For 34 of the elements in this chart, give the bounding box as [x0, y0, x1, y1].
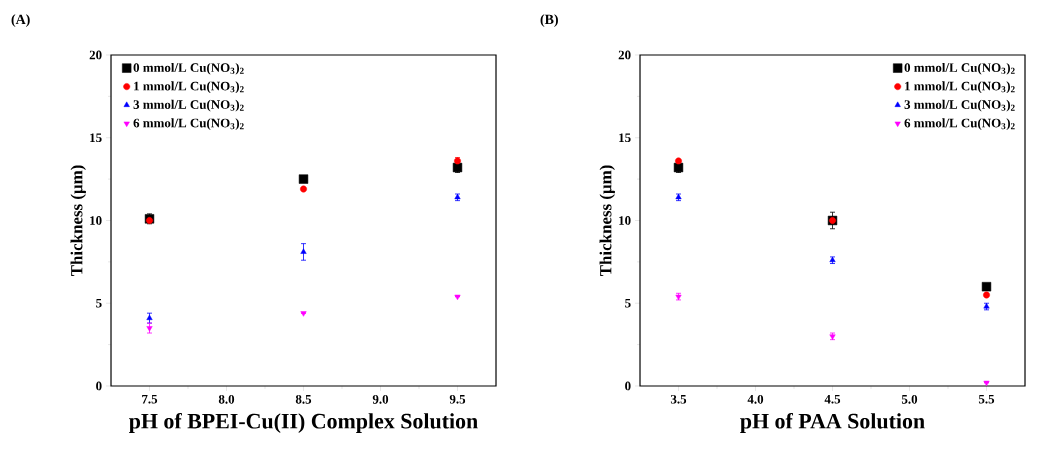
- legend-label: 1 mmol/L Cu(NO$_{3}$)$_{2}$: [134, 81, 244, 94]
- legend-label: 6 mmol/L Cu(NO$_{3}$)$_{2}$: [904, 118, 1015, 131]
- legend-label: 0 mmol/L Cu(NO$_{3}$)$_{2}$: [133, 62, 244, 75]
- y-tick-label: 15: [90, 133, 102, 143]
- x-tick-label: 5.5: [978, 394, 995, 404]
- x-tick-label: 7.5: [142, 394, 158, 404]
- chart-title: (B): [540, 14, 558, 27]
- x-tick-label: 9.5: [449, 394, 466, 404]
- x-tick-label: 9.0: [372, 394, 389, 404]
- y-tick-label: 0: [625, 381, 631, 391]
- y-tick-label: 5: [96, 298, 102, 308]
- legend-label: 6 mmol/L Cu(NO$_{3}$)$_{2}$: [133, 118, 244, 131]
- y-tick-label: 15: [619, 133, 631, 143]
- x-tick-label: 5.0: [901, 394, 918, 404]
- y-tick-label: 10: [619, 216, 631, 225]
- y-tick-label: 20: [618, 50, 631, 60]
- x-axis-title: pH of BPEI-Cu(II) Complex Solution: [129, 412, 478, 434]
- x-axis-title: pH of PAA Solution: [740, 412, 925, 434]
- x-tick-label: 8.5: [295, 394, 312, 404]
- chart-title: (A): [11, 14, 30, 27]
- x-tick-label: 3.5: [670, 394, 687, 404]
- y-tick-label: 10: [90, 216, 102, 225]
- legend-label: 0 mmol/L Cu(NO$_{3}$)$_{2}$: [904, 62, 1015, 75]
- x-tick-label: 8.0: [218, 394, 235, 404]
- y-tick-label: 20: [89, 50, 102, 60]
- y-tick-label: 5: [625, 298, 631, 308]
- y-axis-title: Thickness (μm): [599, 165, 615, 277]
- y-tick-label: 0: [96, 381, 102, 391]
- legend-label: 1 mmol/L Cu(NO$_{3}$)$_{2}$: [905, 81, 1015, 94]
- x-tick-label: 4.5: [824, 394, 841, 404]
- legend-label: 3 mmol/L Cu(NO$_{3}$)$_{2}$: [904, 99, 1015, 112]
- legend-label: 3 mmol/L Cu(NO$_{3}$)$_{2}$: [133, 99, 244, 112]
- y-axis-title: Thickness (μm): [70, 165, 86, 277]
- x-tick-label: 4.0: [747, 394, 764, 404]
